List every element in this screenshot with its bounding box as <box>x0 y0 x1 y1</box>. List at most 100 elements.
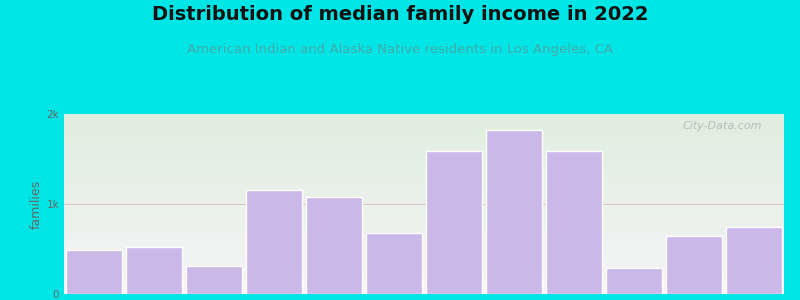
Bar <box>64 160 784 161</box>
Bar <box>64 254 784 255</box>
Bar <box>64 253 784 254</box>
Bar <box>64 213 784 214</box>
Bar <box>64 236 784 237</box>
Bar <box>64 260 784 261</box>
Bar <box>366 233 422 294</box>
Bar <box>64 265 784 266</box>
Bar <box>64 287 784 288</box>
Bar <box>64 162 784 163</box>
Bar <box>64 149 784 150</box>
Bar <box>64 256 784 257</box>
Bar <box>64 169 784 170</box>
Bar <box>64 201 784 202</box>
Bar <box>64 208 784 209</box>
Bar <box>64 257 784 258</box>
Bar <box>64 270 784 271</box>
Bar <box>64 272 784 273</box>
Bar <box>64 186 784 187</box>
Bar <box>64 181 784 182</box>
Bar <box>64 119 784 120</box>
Bar <box>64 189 784 190</box>
Bar <box>64 142 784 143</box>
Bar <box>64 125 784 126</box>
Bar <box>64 230 784 231</box>
Bar <box>64 118 784 119</box>
Bar <box>64 174 784 175</box>
Bar <box>306 197 362 294</box>
Bar <box>64 245 784 246</box>
Bar <box>64 196 784 197</box>
Bar <box>64 291 784 292</box>
Bar <box>64 249 784 250</box>
Bar <box>64 238 784 239</box>
Bar <box>64 267 784 268</box>
Bar <box>64 209 784 210</box>
Bar <box>64 165 784 166</box>
Bar <box>64 154 784 155</box>
Bar <box>64 219 784 220</box>
Bar <box>64 285 784 286</box>
Bar <box>64 250 784 251</box>
Bar <box>64 192 784 193</box>
Bar <box>64 177 784 178</box>
Bar <box>64 147 784 148</box>
Bar <box>64 247 784 248</box>
Bar <box>606 268 662 294</box>
Bar <box>64 261 784 262</box>
Bar <box>64 188 784 189</box>
Bar <box>64 122 784 123</box>
Bar <box>64 141 784 142</box>
Bar <box>666 236 722 294</box>
Bar <box>64 232 784 233</box>
Bar <box>64 222 784 223</box>
Bar <box>64 258 784 259</box>
Bar <box>64 130 784 131</box>
Bar <box>64 279 784 280</box>
Bar <box>64 268 784 269</box>
Bar <box>64 207 784 208</box>
Bar <box>64 198 784 199</box>
Bar <box>64 116 784 117</box>
Bar <box>64 158 784 159</box>
Bar <box>64 277 784 278</box>
Bar <box>64 144 784 145</box>
Bar <box>64 214 784 215</box>
Bar <box>64 157 784 158</box>
Bar <box>64 281 784 282</box>
Bar <box>64 259 784 260</box>
Bar <box>546 151 602 294</box>
Bar <box>64 185 784 186</box>
Bar <box>64 161 784 162</box>
Bar <box>64 199 784 200</box>
Bar <box>64 278 784 279</box>
Bar <box>426 151 482 294</box>
Text: City-Data.com: City-Data.com <box>683 121 762 131</box>
Bar <box>64 173 784 174</box>
Bar <box>64 206 784 207</box>
Bar <box>64 137 784 138</box>
Bar <box>64 139 784 140</box>
Bar <box>64 129 784 130</box>
Bar <box>64 266 784 267</box>
Bar <box>64 276 784 277</box>
Bar <box>64 184 784 185</box>
Bar <box>64 155 784 156</box>
Bar <box>64 212 784 213</box>
Bar <box>64 283 784 284</box>
Bar <box>64 128 784 129</box>
Bar <box>64 118 784 119</box>
Bar <box>64 243 784 244</box>
Bar <box>64 280 784 281</box>
Bar <box>64 124 784 125</box>
Bar <box>64 187 784 188</box>
Bar <box>64 195 784 196</box>
Bar <box>64 262 784 263</box>
Bar <box>64 167 784 168</box>
Bar <box>64 248 784 249</box>
Bar <box>64 251 784 252</box>
Bar <box>64 235 784 236</box>
Bar <box>64 210 784 211</box>
Bar <box>64 292 784 293</box>
Text: American Indian and Alaska Native residents in Los Angeles, CA: American Indian and Alaska Native reside… <box>187 44 613 56</box>
Bar <box>64 150 784 151</box>
